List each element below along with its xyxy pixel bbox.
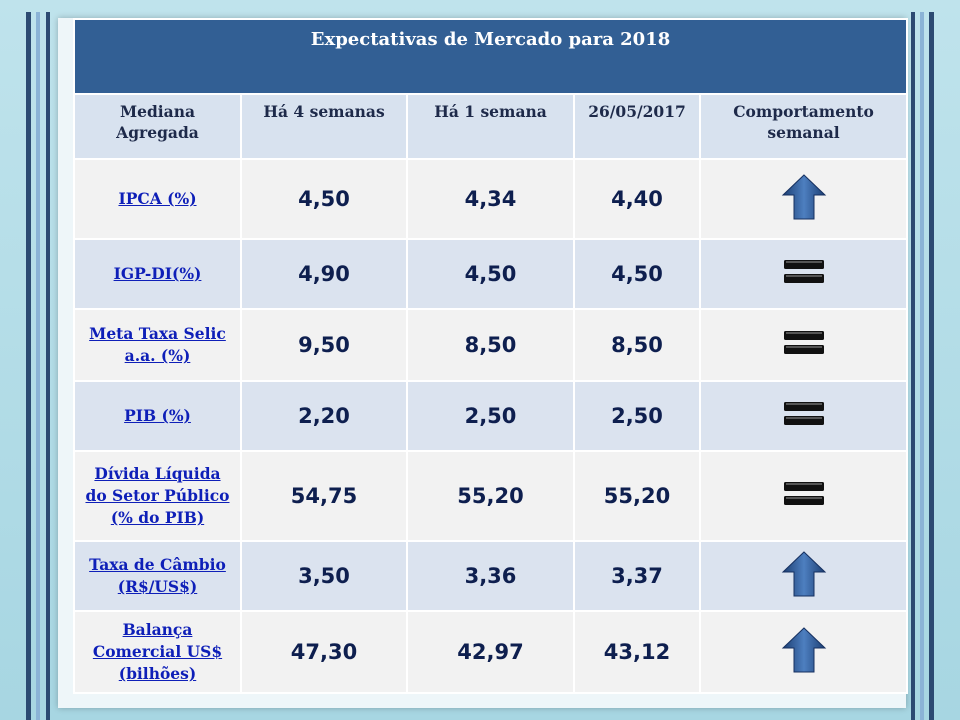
indicator-value: 8,50	[464, 333, 517, 357]
indicator-value: 55,20	[457, 484, 524, 508]
table-row: Taxa de Câmbio (R$/US$) 3,50 3,36 3,37	[73, 540, 909, 612]
indicator-cell: PIB (%)	[73, 380, 242, 452]
value-cell-date: 4,40	[573, 158, 701, 240]
value-cell-w4: 4,50	[240, 158, 408, 240]
trend-cell	[698, 158, 909, 240]
value-cell-w1: 8,50	[406, 308, 575, 382]
indicator-value: 4,50	[464, 262, 517, 286]
indicator-link[interactable]: IPCA (%)	[118, 189, 197, 208]
indicator-link[interactable]: PIB (%)	[124, 406, 191, 425]
indicator-cell: Balança Comercial US$ (bilhões)	[73, 610, 242, 694]
indicator-value: 3,50	[298, 564, 350, 588]
indicator-value: 2,50	[611, 404, 663, 428]
indicator-link[interactable]: Balança Comercial US$ (bilhões)	[92, 620, 223, 683]
up-arrow-icon	[781, 626, 827, 678]
indicator-cell: IGP-DI(%)	[73, 238, 242, 310]
value-cell-w1: 4,34	[406, 158, 575, 240]
value-cell-w4: 9,50	[240, 308, 408, 382]
value-cell-w4: 54,75	[240, 450, 408, 542]
table-title: Expectativas de Mercado para 2018	[72, 18, 909, 95]
table-row: Dívida Líquida do Setor Público (% do PI…	[73, 450, 909, 542]
indicator-cell: Meta Taxa Selic a.a. (%)	[73, 308, 242, 382]
table-row: Balança Comercial US$ (bilhões) 47,30 42,9…	[73, 610, 909, 694]
trend-cell	[698, 450, 909, 542]
value-cell-w1: 55,20	[406, 450, 575, 542]
trend-cell	[698, 610, 909, 694]
up-arrow-icon	[781, 550, 827, 602]
indicator-value: 43,12	[603, 640, 671, 664]
frame-stripe	[920, 12, 924, 720]
table-row: IGP-DI(%) 4,90 4,50 4,50	[73, 238, 909, 310]
value-cell-date: 55,20	[573, 450, 701, 542]
expectations-table: Expectativas de Mercado para 2018 Median…	[72, 18, 909, 694]
indicator-value: 3,37	[611, 564, 663, 588]
header-date: 26/05/2017	[573, 93, 701, 160]
indicator-value: 8,50	[611, 333, 663, 357]
indicator-cell: IPCA (%)	[73, 158, 242, 240]
table-row: Meta Taxa Selic a.a. (%) 9,50 8,50 8,50	[73, 308, 909, 382]
indicator-value: 9,50	[298, 333, 350, 357]
indicator-value: 2,20	[298, 404, 350, 428]
value-cell-w1: 3,36	[406, 540, 575, 612]
indicator-value: 4,50	[611, 262, 663, 286]
header-row: Mediana Agregada Há 4 semanas Há 1 seman…	[73, 93, 909, 160]
equal-icon	[782, 257, 826, 291]
value-cell-w4: 3,50	[240, 540, 408, 612]
indicator-value: 4,34	[464, 187, 517, 211]
equal-icon	[782, 399, 826, 433]
value-cell-w1: 4,50	[406, 238, 575, 310]
header-behaviour: Comportamento semanal	[698, 93, 909, 160]
value-cell-date: 8,50	[573, 308, 701, 382]
frame-stripe	[26, 12, 31, 720]
indicator-value: 3,36	[464, 564, 517, 588]
value-cell-date: 43,12	[573, 610, 701, 694]
equal-icon	[782, 479, 826, 513]
up-arrow-icon	[781, 173, 827, 225]
header-1-week: Há 1 semana	[406, 93, 575, 160]
trend-cell	[698, 238, 909, 310]
value-cell-date: 2,50	[573, 380, 701, 452]
value-cell-w1: 42,97	[406, 610, 575, 694]
value-cell-w4: 47,30	[240, 610, 408, 694]
value-cell-w1: 2,50	[406, 380, 575, 452]
indicator-link[interactable]: Dívida Líquida do Setor Público (% do PI…	[85, 464, 230, 527]
indicator-value: 4,50	[298, 187, 350, 211]
trend-cell	[698, 540, 909, 612]
indicator-value: 4,90	[298, 262, 350, 286]
frame-stripe	[911, 12, 915, 720]
trend-cell	[698, 380, 909, 452]
header-4-weeks: Há 4 semanas	[240, 93, 408, 160]
indicator-value: 42,97	[457, 640, 524, 664]
table-row: IPCA (%) 4,50 4,34 4,40	[73, 158, 909, 240]
indicator-value: 2,50	[464, 404, 517, 428]
indicator-value: 4,40	[611, 187, 663, 211]
value-cell-date: 3,37	[573, 540, 701, 612]
indicator-cell: Dívida Líquida do Setor Público (% do PI…	[73, 450, 242, 542]
value-cell-date: 4,50	[573, 238, 701, 310]
indicator-link[interactable]: IGP-DI(%)	[113, 264, 202, 283]
indicator-value: 55,20	[603, 484, 671, 508]
equal-icon	[782, 328, 826, 362]
indicator-link[interactable]: Meta Taxa Selic a.a. (%)	[89, 324, 226, 365]
indicator-value: 54,75	[290, 484, 358, 508]
indicator-link[interactable]: Taxa de Câmbio (R$/US$)	[89, 555, 226, 596]
indicator-cell: Taxa de Câmbio (R$/US$)	[73, 540, 242, 612]
value-cell-w4: 2,20	[240, 380, 408, 452]
frame-stripe	[46, 12, 50, 720]
trend-cell	[698, 308, 909, 382]
frame-stripe	[36, 12, 40, 720]
frame-stripe	[929, 12, 934, 720]
indicator-value: 47,30	[290, 640, 358, 664]
header-mediana: Mediana Agregada	[73, 93, 242, 160]
table-row: PIB (%) 2,20 2,50 2,50	[73, 380, 909, 452]
value-cell-w4: 4,90	[240, 238, 408, 310]
